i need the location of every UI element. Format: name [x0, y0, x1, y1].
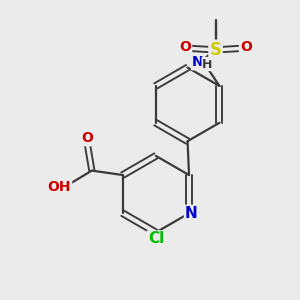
Text: N: N [185, 206, 198, 221]
Text: O: O [179, 40, 191, 54]
Text: Cl: Cl [148, 231, 164, 246]
Text: O: O [81, 131, 93, 145]
Text: OH: OH [48, 180, 71, 194]
Text: H: H [202, 58, 212, 70]
Text: O: O [240, 40, 252, 54]
Text: N: N [192, 55, 204, 69]
Text: S: S [209, 41, 221, 59]
